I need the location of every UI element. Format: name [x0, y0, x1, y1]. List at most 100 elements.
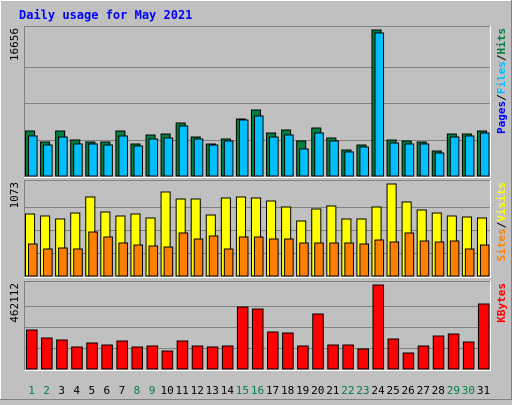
bar-files [374, 32, 385, 177]
bar-files [434, 152, 445, 177]
x-tick-label: 14 [221, 384, 235, 397]
bar-sites [163, 246, 174, 277]
bar-files [314, 132, 324, 177]
panel-kbytes: 462112 KBytes [8, 281, 508, 371]
x-tick-label: 9 [149, 384, 156, 397]
bar-files [284, 134, 294, 177]
bar-sites [58, 247, 68, 277]
legend-separator: / [495, 221, 508, 228]
x-tick-label: 15 [236, 384, 249, 397]
bar-files [178, 125, 189, 177]
x-tick-label: 26 [402, 384, 415, 397]
bar-kbytes [477, 303, 490, 370]
bar-files [449, 136, 460, 177]
legend: Pages/Files/Hits [495, 28, 508, 134]
x-tick-label: 1 [28, 384, 35, 397]
bar-kbytes [462, 341, 475, 370]
bar-sites [73, 248, 83, 277]
bar-files [404, 143, 415, 177]
bar-sites [148, 245, 159, 277]
bar-sites [389, 241, 400, 277]
bar-sites [359, 243, 369, 277]
bar-kbytes [161, 350, 174, 370]
bar-sites [419, 240, 430, 277]
bar-kbytes [372, 284, 385, 370]
x-tick-label: 3 [58, 384, 65, 397]
bar-kbytes [146, 345, 159, 370]
bar-sites [404, 232, 415, 277]
panel-visits-sites: 1073 Sites/Visits [8, 180, 508, 278]
bar-kbytes [432, 335, 445, 370]
bar-files [479, 132, 490, 177]
bar-kbytes [191, 345, 204, 370]
x-tick-label: 27 [417, 384, 430, 397]
x-tick-label: 19 [296, 384, 309, 397]
bar-kbytes [312, 313, 324, 370]
legend-entry-pages: Pages [495, 101, 508, 134]
bar-files [163, 137, 174, 177]
x-tick-label: 10 [160, 384, 173, 397]
x-tick-label: 21 [326, 384, 339, 397]
bar-sites [314, 242, 324, 277]
bar-kbytes [41, 337, 53, 370]
x-tick-label: 31 [477, 384, 490, 397]
x-tick-label: 28 [432, 384, 445, 397]
chart-title: Daily usage for May 2021 [19, 8, 192, 22]
bar-kbytes [342, 344, 354, 370]
bar-sites [449, 240, 460, 277]
bar-files [148, 138, 159, 177]
bar-kbytes [71, 346, 83, 370]
bar-files [28, 135, 38, 177]
legend-entry-visits: Visits [495, 182, 508, 222]
bar-sites [88, 231, 98, 277]
x-tick-label: 4 [73, 384, 80, 397]
bar-files [73, 143, 83, 177]
bar-kbytes [206, 346, 219, 370]
bar-files [88, 143, 98, 177]
x-tick-label: 7 [119, 384, 126, 397]
x-tick-label: 22 [341, 384, 354, 397]
legend-entry-sites: Sites [495, 228, 508, 261]
x-tick-label: 2 [43, 384, 50, 397]
bar-sites [43, 248, 53, 277]
bar-files [419, 143, 430, 177]
x-tick-label: 12 [191, 384, 204, 397]
x-tick-label: 23 [356, 384, 369, 397]
legend-separator: / [495, 94, 508, 101]
bar-kbytes [417, 345, 430, 370]
x-tick-label: 6 [104, 384, 111, 397]
bar-sites [238, 236, 249, 277]
chart-panels: 16656Pages/Files/Hits1073Sites/Visits462… [8, 26, 508, 371]
bar-files [253, 115, 264, 177]
bar-kbytes [327, 344, 339, 370]
x-tick-label: 20 [311, 384, 324, 397]
bar-files [118, 135, 128, 177]
bar-files [208, 144, 219, 177]
legend: Sites/Visits [495, 182, 508, 262]
bar-kbytes [297, 345, 309, 370]
bar-files [43, 144, 53, 177]
legend-separator: / [495, 54, 508, 61]
bar-kbytes [387, 338, 400, 370]
y-axis-max-label: 462112 [8, 283, 21, 323]
bar-files [269, 136, 279, 177]
bar-kbytes [236, 306, 249, 370]
x-tick-label: 8 [134, 384, 141, 397]
bar-sites [133, 244, 144, 277]
bar-kbytes [176, 340, 189, 370]
bar-sites [344, 242, 354, 277]
bar-kbytes [101, 344, 113, 370]
bar-kbytes [267, 331, 279, 370]
bar-kbytes [86, 342, 98, 370]
bar-files [58, 136, 68, 177]
x-tick-label: 24 [371, 384, 385, 397]
bar-files [344, 151, 354, 177]
x-tick-label: 11 [176, 384, 189, 397]
bar-files [329, 140, 339, 177]
bar-files [193, 138, 204, 177]
bar-sites [434, 241, 445, 277]
bar-sites [28, 243, 38, 277]
bar-sites [464, 248, 475, 277]
